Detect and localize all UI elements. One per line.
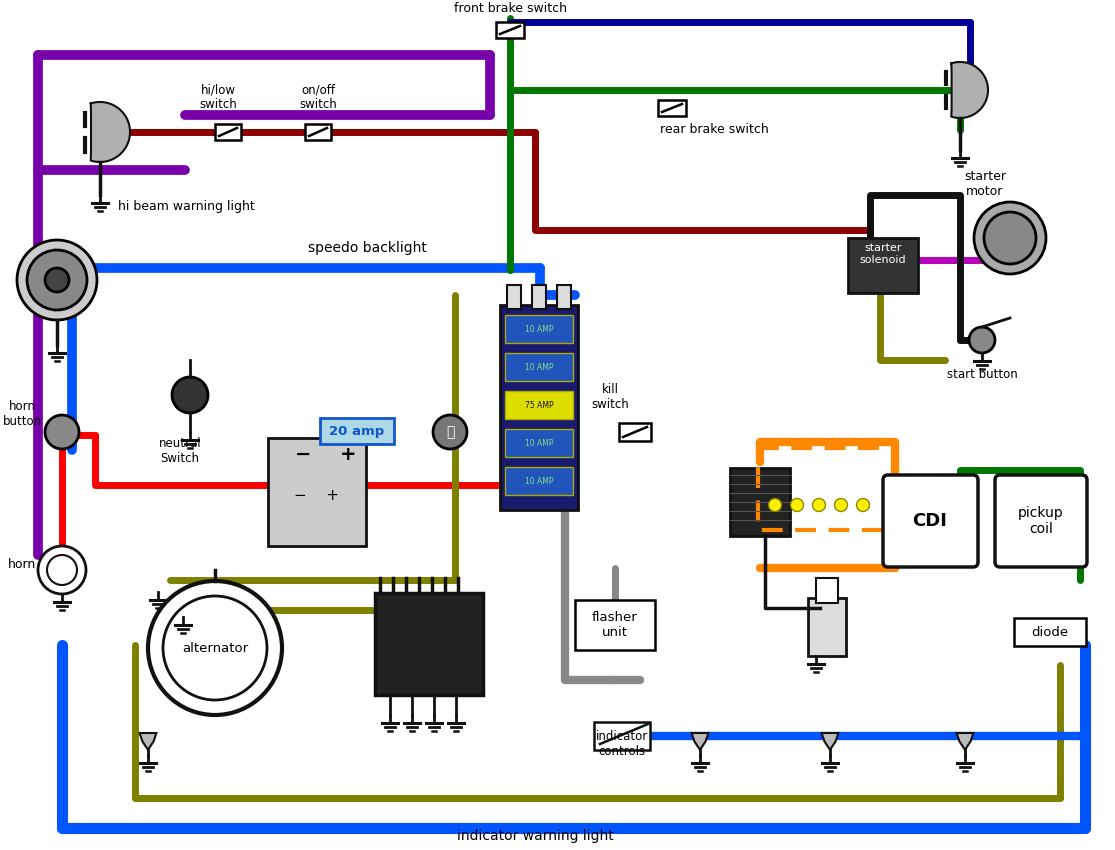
Polygon shape <box>90 102 130 162</box>
Text: −: − <box>295 445 311 464</box>
Circle shape <box>163 596 266 700</box>
FancyBboxPatch shape <box>995 475 1087 567</box>
Bar <box>505 353 573 381</box>
Bar <box>306 124 331 140</box>
Bar <box>594 722 650 750</box>
Bar <box>215 124 241 140</box>
Polygon shape <box>951 62 988 118</box>
Polygon shape <box>822 733 838 750</box>
Text: horn
button: horn button <box>2 400 41 428</box>
Circle shape <box>433 415 467 449</box>
Bar <box>1014 618 1086 646</box>
Circle shape <box>27 250 87 310</box>
Bar <box>532 285 546 309</box>
Text: speedo backlight: speedo backlight <box>308 241 427 255</box>
Bar <box>505 467 573 495</box>
Circle shape <box>834 498 847 512</box>
Circle shape <box>813 498 825 512</box>
Text: 20 amp: 20 amp <box>329 424 385 438</box>
Bar <box>619 423 651 441</box>
Bar <box>808 598 846 656</box>
Text: flasher
unit: flasher unit <box>592 611 638 639</box>
Bar <box>658 100 686 116</box>
Bar <box>505 391 573 419</box>
Bar <box>375 593 483 695</box>
Text: indicator warning light: indicator warning light <box>457 829 613 843</box>
Circle shape <box>38 546 86 594</box>
Circle shape <box>47 555 77 585</box>
Text: rear brake switch: rear brake switch <box>660 123 768 136</box>
Text: −    +: − + <box>294 488 339 503</box>
Text: starter
solenoid: starter solenoid <box>860 243 906 265</box>
Bar <box>505 429 573 457</box>
Text: +: + <box>340 445 357 464</box>
Circle shape <box>975 202 1046 274</box>
Text: hi beam warning light: hi beam warning light <box>118 200 254 213</box>
Bar <box>816 578 838 603</box>
Bar <box>320 418 394 444</box>
Text: hi/low
switch: hi/low switch <box>200 83 236 111</box>
Bar <box>558 285 571 309</box>
Polygon shape <box>139 733 156 750</box>
Text: indicator
controls: indicator controls <box>595 730 648 758</box>
Text: neutral
Switch: neutral Switch <box>158 437 202 465</box>
Bar <box>507 285 521 309</box>
Circle shape <box>768 498 782 512</box>
Text: kill
switch: kill switch <box>591 383 629 411</box>
Text: pickup
coil: pickup coil <box>1018 506 1064 536</box>
Text: 75 AMP: 75 AMP <box>525 400 553 410</box>
Bar <box>500 305 578 510</box>
Text: 10 AMP: 10 AMP <box>525 439 553 447</box>
Circle shape <box>45 415 79 449</box>
FancyBboxPatch shape <box>883 475 978 567</box>
Bar <box>505 315 573 343</box>
Bar <box>849 238 918 293</box>
Circle shape <box>172 377 209 413</box>
Circle shape <box>45 268 69 292</box>
Circle shape <box>148 581 282 715</box>
Text: alternator: alternator <box>182 642 248 654</box>
Text: CDI: CDI <box>912 512 948 530</box>
Bar <box>496 22 524 38</box>
Circle shape <box>791 498 804 512</box>
Text: front brake switch: front brake switch <box>454 2 566 15</box>
Bar <box>575 600 655 650</box>
Circle shape <box>856 498 870 512</box>
Text: 10 AMP: 10 AMP <box>525 325 553 333</box>
Text: horn: horn <box>8 558 36 571</box>
Polygon shape <box>957 733 973 750</box>
Bar <box>730 468 791 536</box>
Text: on/off
switch: on/off switch <box>299 83 337 111</box>
Circle shape <box>985 212 1036 264</box>
Text: start button: start button <box>947 368 1017 381</box>
Text: 10 AMP: 10 AMP <box>525 477 553 485</box>
Circle shape <box>17 240 97 320</box>
Circle shape <box>969 327 995 353</box>
Text: ⚿: ⚿ <box>446 425 454 439</box>
Text: 10 AMP: 10 AMP <box>525 362 553 371</box>
Text: diode: diode <box>1031 626 1068 638</box>
Text: starter
motor: starter motor <box>964 170 1006 198</box>
Polygon shape <box>691 733 708 750</box>
Bar <box>268 438 366 546</box>
